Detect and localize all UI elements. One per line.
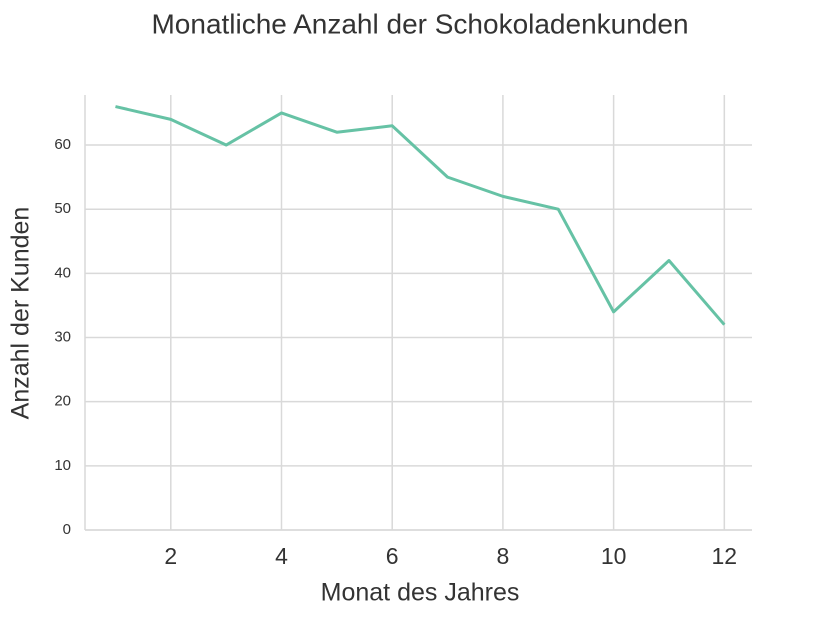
data-line [115,105,726,326]
y-axis-label: Anzahl der Kunden [7,207,35,420]
x-tick-label: 2 [164,543,177,569]
y-tick-label: 30 [54,328,71,345]
x-tick-label: 12 [712,543,738,569]
x-axis-label: Monat des Jahres [321,579,520,607]
x-tick-label: 6 [386,543,399,569]
x-tick-label: 10 [601,543,627,569]
y-tick-label: 20 [54,393,71,410]
y-tick-label: 10 [54,457,71,474]
y-tick-label: 60 [54,136,71,153]
x-tick-label: 4 [275,543,288,569]
y-tick-label: 0 [63,521,71,538]
x-tick-label: 8 [497,543,510,569]
chart-title: Monatliche Anzahl der Schokoladenkunden [151,8,688,39]
y-tick-label: 40 [54,264,71,281]
y-tick-label: 50 [54,200,71,217]
